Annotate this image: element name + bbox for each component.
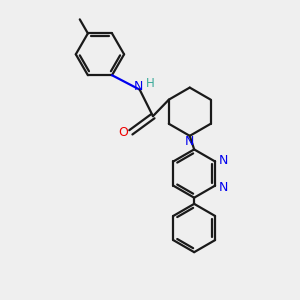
Text: N: N: [134, 80, 143, 93]
Text: O: O: [118, 126, 128, 139]
Text: N: N: [219, 181, 228, 194]
Text: H: H: [146, 77, 154, 90]
Text: N: N: [219, 154, 228, 166]
Text: N: N: [185, 135, 194, 148]
